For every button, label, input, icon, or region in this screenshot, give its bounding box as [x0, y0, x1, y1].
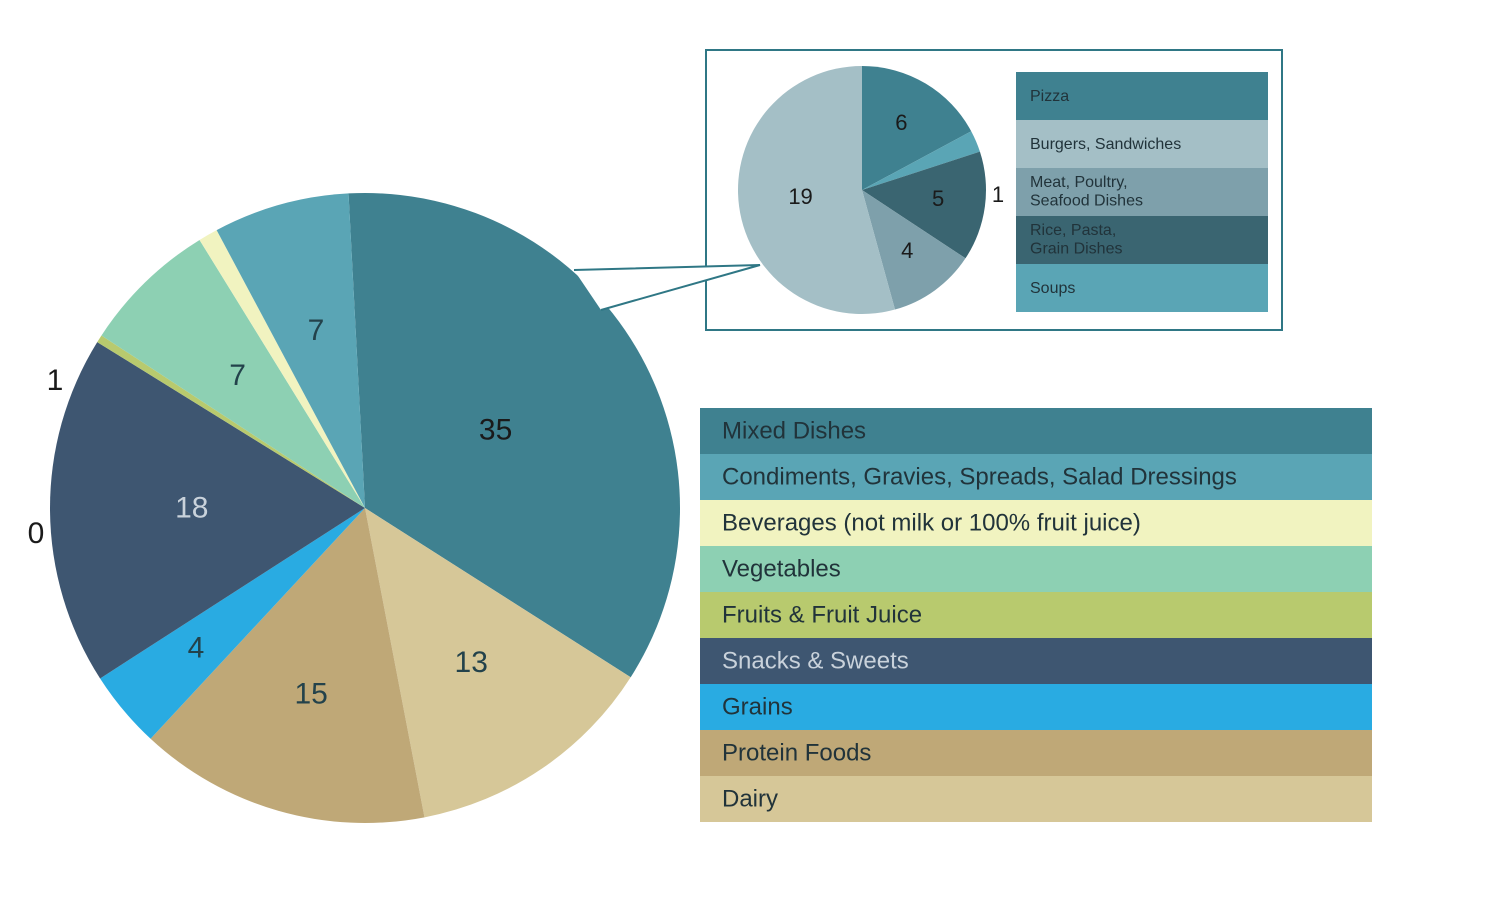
- main-legend-row-6: [700, 684, 1372, 730]
- main-legend-label-8: Dairy: [722, 785, 778, 812]
- main-legend-label-3: Vegetables: [722, 555, 841, 582]
- main-pie-label-snacks: 18: [175, 491, 208, 524]
- inset-legend: Pizza Burgers, Sandwiches Meat, Poultry,Se…: [1016, 72, 1268, 312]
- inset-legend-label-2: Meat, Poultry,Seafood Dishes: [1030, 174, 1143, 209]
- main-legend-label-4: Fruits & Fruit Juice: [722, 601, 922, 628]
- main-legend: Mixed Dishes Condiments, Gravies, Spreads…: [700, 408, 1372, 822]
- chart-canvas: 35 13 15 4 18 7 7 0 1 6 5 4 19 1 Pizza Burgers, Sandwic…: [0, 0, 1500, 912]
- main-pie-label-condiments: 7: [308, 314, 325, 347]
- inset-legend-label-3: Rice, Pasta,Grain Dishes: [1030, 222, 1122, 257]
- main-pie-label-dairy: 13: [455, 646, 488, 679]
- inset-pie-label-rice: 5: [932, 186, 944, 211]
- inset-pie-label-burgers: 19: [788, 184, 812, 209]
- main-legend-row-8: [700, 776, 1372, 822]
- main-pie-label-mixed: 35: [479, 414, 512, 447]
- main-legend-label-2: Beverages (not milk or 100% fruit juice): [722, 509, 1141, 536]
- main-pie: 35 13 15 4 18 7 7 0 1: [28, 193, 680, 823]
- inset-legend-label-1: Burgers, Sandwiches: [1030, 136, 1181, 153]
- inset-pie-ext-label-0: 1: [992, 182, 1004, 207]
- main-pie-label-protein: 15: [294, 678, 327, 711]
- main-legend-label-7: Protein Foods: [722, 739, 871, 766]
- inset-legend-label-0: Pizza: [1030, 88, 1069, 105]
- main-pie-label-grains: 4: [188, 631, 205, 664]
- main-legend-label-6: Grains: [722, 693, 793, 720]
- main-legend-label-0: Mixed Dishes: [722, 417, 866, 444]
- main-legend-label-5: Snacks & Sweets: [722, 647, 909, 674]
- inset-pie-label-meat: 4: [901, 238, 913, 263]
- main-pie-ext-label-0: 0: [28, 517, 45, 550]
- inset-legend-label-4: Soups: [1030, 280, 1075, 297]
- main-legend-label-1: Condiments, Gravies, Spreads, Salad Dres…: [722, 463, 1237, 490]
- main-pie-ext-label-1: 1: [47, 364, 64, 397]
- main-pie-label-vegetables: 7: [229, 359, 246, 392]
- inset-pie-label-pizza: 6: [895, 110, 907, 135]
